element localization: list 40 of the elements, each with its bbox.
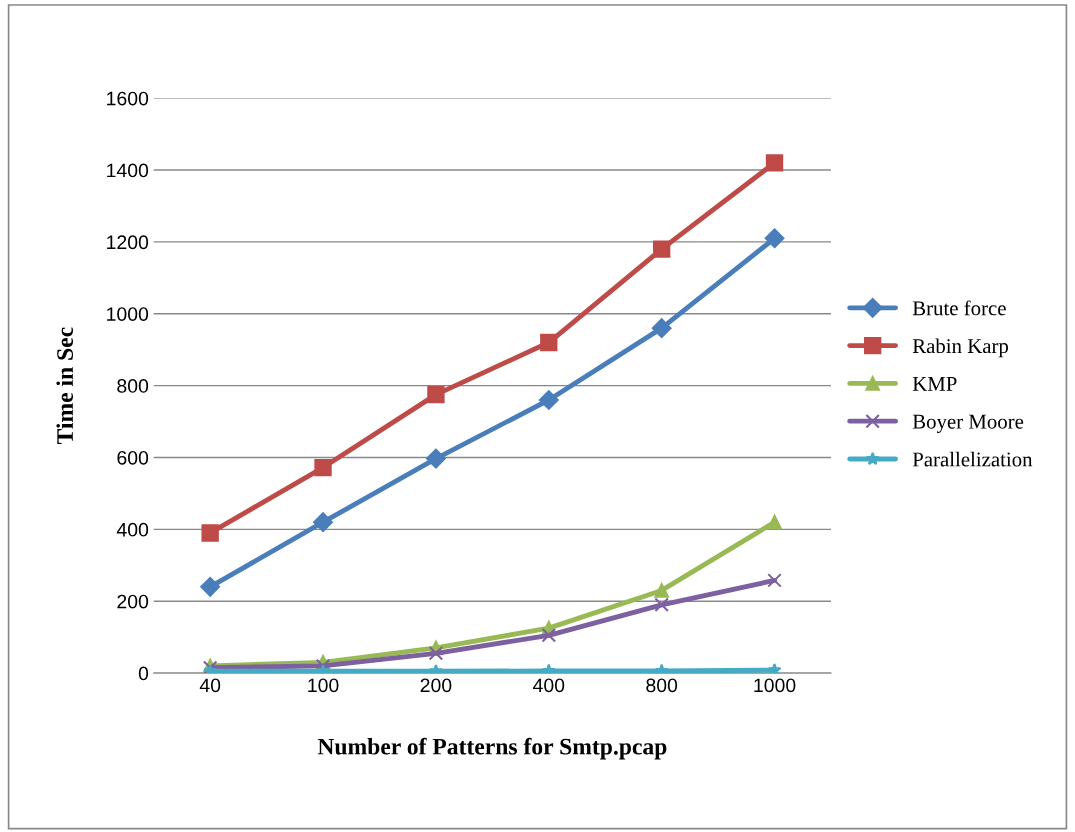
y-tick-label: 600 xyxy=(117,450,149,465)
x-tick-label: 100 xyxy=(308,678,339,693)
legend-label: Rabin Karp xyxy=(912,338,1009,358)
point xyxy=(200,576,221,597)
x-axis-title: Number of Patterns for Smtp.pcap xyxy=(317,737,667,760)
point xyxy=(314,458,332,477)
y-axis-title: Time in Sec xyxy=(56,327,74,445)
point xyxy=(426,448,446,469)
point xyxy=(765,154,784,172)
point xyxy=(767,514,782,530)
legend-label: Parallelization xyxy=(912,451,1033,467)
legend-label: Brute force xyxy=(912,300,1006,316)
point xyxy=(201,524,219,542)
point xyxy=(538,390,559,410)
point xyxy=(651,318,672,339)
point xyxy=(654,597,669,613)
x-tick-label: 200 xyxy=(420,678,452,693)
legend-label: Boyer Moore xyxy=(912,414,1024,433)
x-tick-label: 800 xyxy=(646,678,678,693)
y-tick-label: 0 xyxy=(138,666,149,681)
point xyxy=(654,583,669,598)
y-tick-label: 1200 xyxy=(107,235,149,250)
point xyxy=(540,333,558,352)
point xyxy=(652,240,671,258)
y-tick-label: 400 xyxy=(116,522,149,537)
y-tick-label: 800 xyxy=(117,379,149,393)
point xyxy=(428,646,444,661)
point xyxy=(767,573,782,588)
y-tick-label: 200 xyxy=(117,594,149,609)
point xyxy=(541,628,557,643)
x-tick-label: 40 xyxy=(199,678,221,693)
y-tick-label: 1600 xyxy=(107,91,149,106)
point xyxy=(313,512,333,533)
y-tick-label: 1400 xyxy=(107,163,149,178)
legend-label: KMP xyxy=(912,377,957,391)
y-tick-label: 1000 xyxy=(107,307,149,322)
x-tick-label: 400 xyxy=(533,678,565,693)
point xyxy=(764,228,785,249)
point xyxy=(427,385,445,404)
x-tick-label: 1000 xyxy=(754,678,796,693)
